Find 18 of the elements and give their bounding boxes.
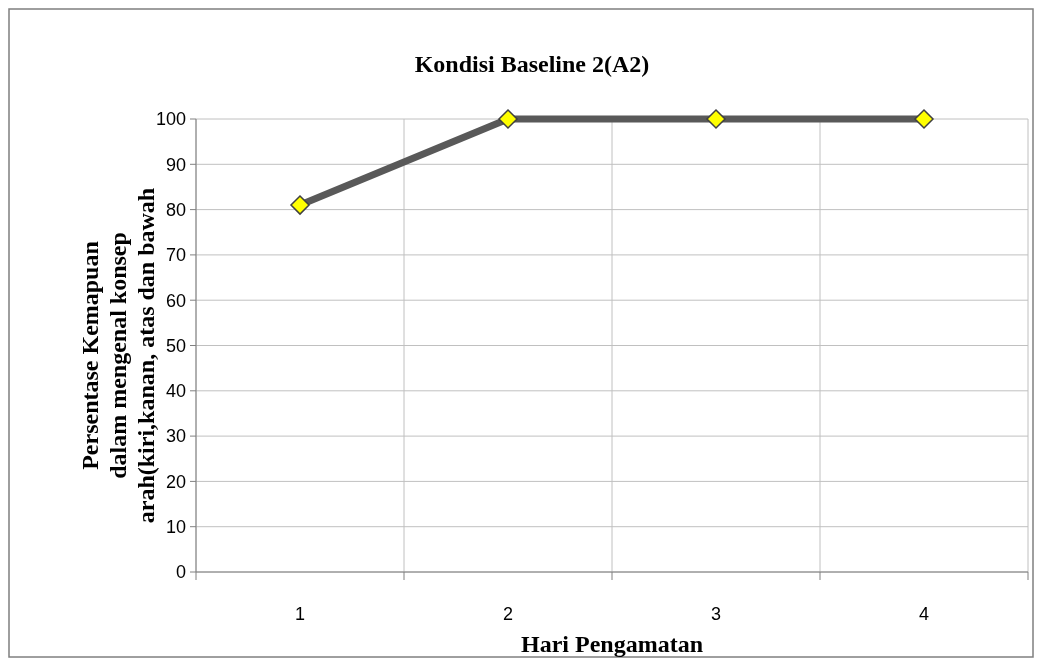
x-tick-label: 2 — [502, 604, 514, 624]
x-tick-label: 3 — [710, 604, 722, 624]
y-tick-label: 20 — [165, 471, 186, 492]
y-axis-title: Persentase Kemapuan dalam mengenal konsep arah(kiri,kanan, atas dan bawah — [77, 187, 159, 524]
y-tick-label: 0 — [175, 562, 186, 583]
y-tick-label: 10 — [165, 517, 186, 537]
y-tick-label: 70 — [165, 245, 186, 266]
y-tick-label: 100 — [155, 109, 186, 130]
x-tick-label: 4 — [918, 604, 930, 624]
x-axis-title: Hari Pengamatan — [521, 631, 703, 657]
chart-title: Kondisi Baseline 2(A2) — [414, 51, 650, 77]
y-tick-label: 30 — [165, 426, 186, 447]
x-tick-label: 1 — [294, 604, 306, 624]
y-tick-label: 90 — [165, 154, 186, 175]
y-tick-label: 60 — [165, 290, 186, 311]
y-tick-label: 40 — [165, 381, 186, 402]
y-tick-label: 50 — [165, 335, 186, 356]
y-tick-label: 80 — [165, 199, 186, 220]
